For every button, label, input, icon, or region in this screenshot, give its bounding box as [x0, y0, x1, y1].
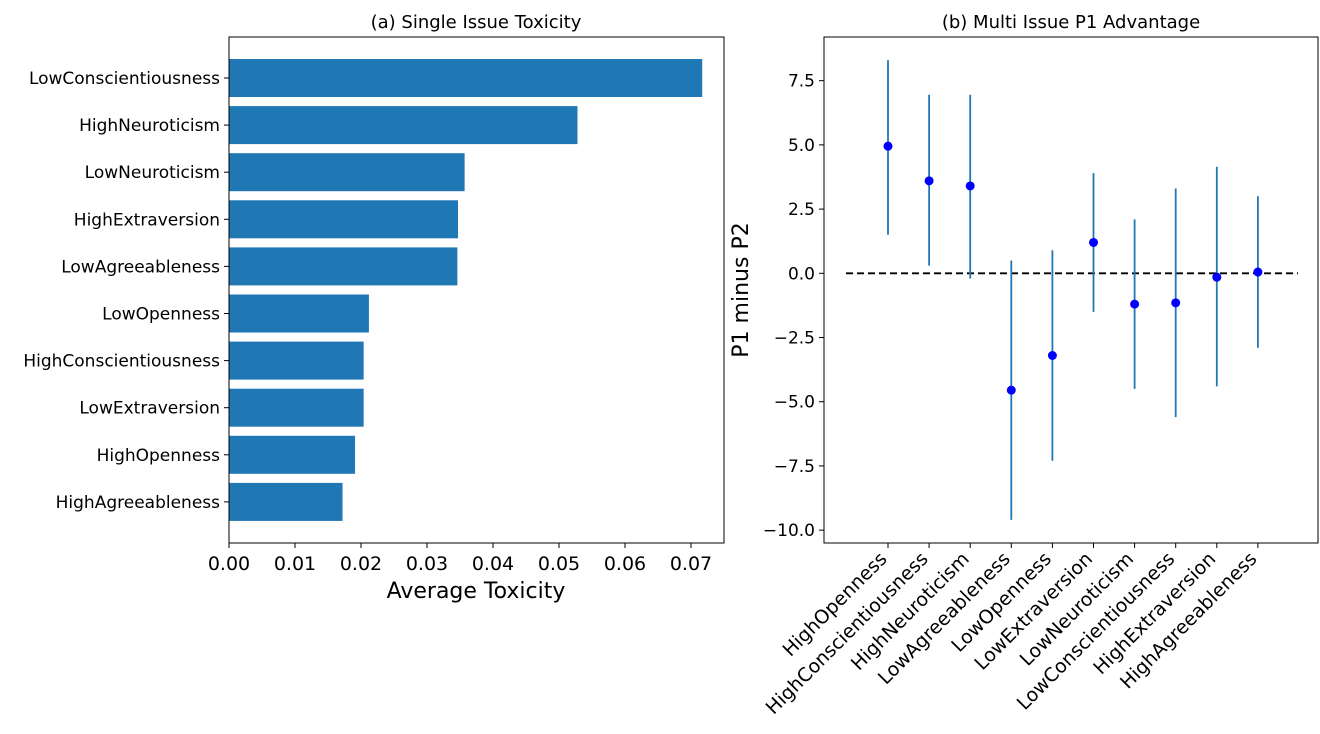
x-tick-label: 0.05: [538, 553, 580, 575]
panel-a: (a) Single Issue Toxicity LowConscientio…: [23, 12, 725, 604]
panel-a-frame: [228, 36, 725, 544]
y-tick-label: 0.0: [788, 264, 815, 284]
panel-b-y-axis-title: P1 minus P2: [729, 222, 754, 357]
y-tick-label: −7.5: [774, 457, 815, 477]
category-label: LowOpenness: [102, 305, 220, 325]
x-tick-label: 0.01: [274, 553, 316, 575]
panel-a-category-labels: LowConscientiousness HighNeuroticism LowNe…: [23, 69, 229, 513]
panel-a-x-ticks: 0.00 0.01 0.02 0.03 0.04 0.05 0.06 0.07: [208, 543, 712, 575]
panel-b-category-labels: HighOpennessHighConscientiousnessHighNeu…: [762, 543, 1261, 719]
bar: [229, 388, 364, 427]
category-label: HighConscientiousness: [762, 548, 933, 719]
data-point: [1130, 299, 1140, 309]
category-label: HighNeuroticism: [79, 116, 220, 136]
bar: [229, 200, 459, 239]
category-label: LowNeuroticism: [85, 163, 220, 183]
category-label: HighConscientiousness: [23, 352, 220, 372]
bar: [229, 435, 356, 474]
y-tick-label: −5.0: [774, 393, 815, 413]
bar: [229, 482, 343, 521]
category-label: LowConscientiousness: [29, 69, 220, 89]
panel-b-frame: [823, 36, 1319, 544]
y-tick-label: −10.0: [763, 521, 815, 541]
x-tick-label: 0.00: [208, 553, 250, 575]
x-tick-label: 0.03: [406, 553, 448, 575]
y-tick-label: −2.5: [774, 329, 815, 349]
data-point: [1006, 385, 1016, 395]
panel-b-error-bars: [887, 60, 1259, 520]
panel-a-bars: [229, 59, 703, 521]
panel-b: (b) Multi Issue P1 Advantage 7.5 5.0 2.5 0.…: [729, 12, 1319, 719]
category-label: HighOpenness: [97, 446, 221, 466]
bar: [229, 247, 458, 286]
data-point: [1047, 350, 1057, 360]
y-tick-label: 2.5: [788, 200, 815, 220]
x-tick-label: 0.02: [340, 553, 382, 575]
panel-a-title: (a) Single Issue Toxicity: [371, 12, 582, 33]
category-label: HighAgreeableness: [56, 493, 221, 513]
x-tick-label: 0.04: [472, 553, 514, 575]
bar: [229, 106, 578, 145]
panel-b-title: (b) Multi Issue P1 Advantage: [942, 12, 1200, 33]
bar: [229, 294, 369, 333]
x-tick-label: 0.07: [670, 553, 712, 575]
data-point: [1171, 298, 1181, 308]
panel-a-x-axis-title: Average Toxicity: [387, 579, 566, 604]
bar: [229, 153, 465, 192]
bar: [229, 59, 703, 97]
category-label: LowExtraversion: [79, 399, 220, 419]
category-label: LowAgreeableness: [61, 257, 220, 277]
bar: [229, 341, 364, 380]
data-point: [1253, 267, 1263, 277]
x-tick-label: 0.06: [604, 553, 646, 575]
data-point: [1212, 272, 1222, 282]
category-label: HighExtraversion: [74, 210, 220, 230]
panel-b-points: [883, 141, 1263, 395]
data-point: [1089, 237, 1098, 247]
data-point: [965, 181, 975, 191]
panel-b-y-ticks: 7.5 5.0 2.5 0.0 −2.5 −5.0 −7.5 −10.0: [763, 72, 824, 541]
data-point: [924, 176, 934, 186]
y-tick-label: 5.0: [788, 136, 815, 156]
y-tick-label: 7.5: [788, 72, 815, 92]
data-point: [883, 141, 893, 151]
